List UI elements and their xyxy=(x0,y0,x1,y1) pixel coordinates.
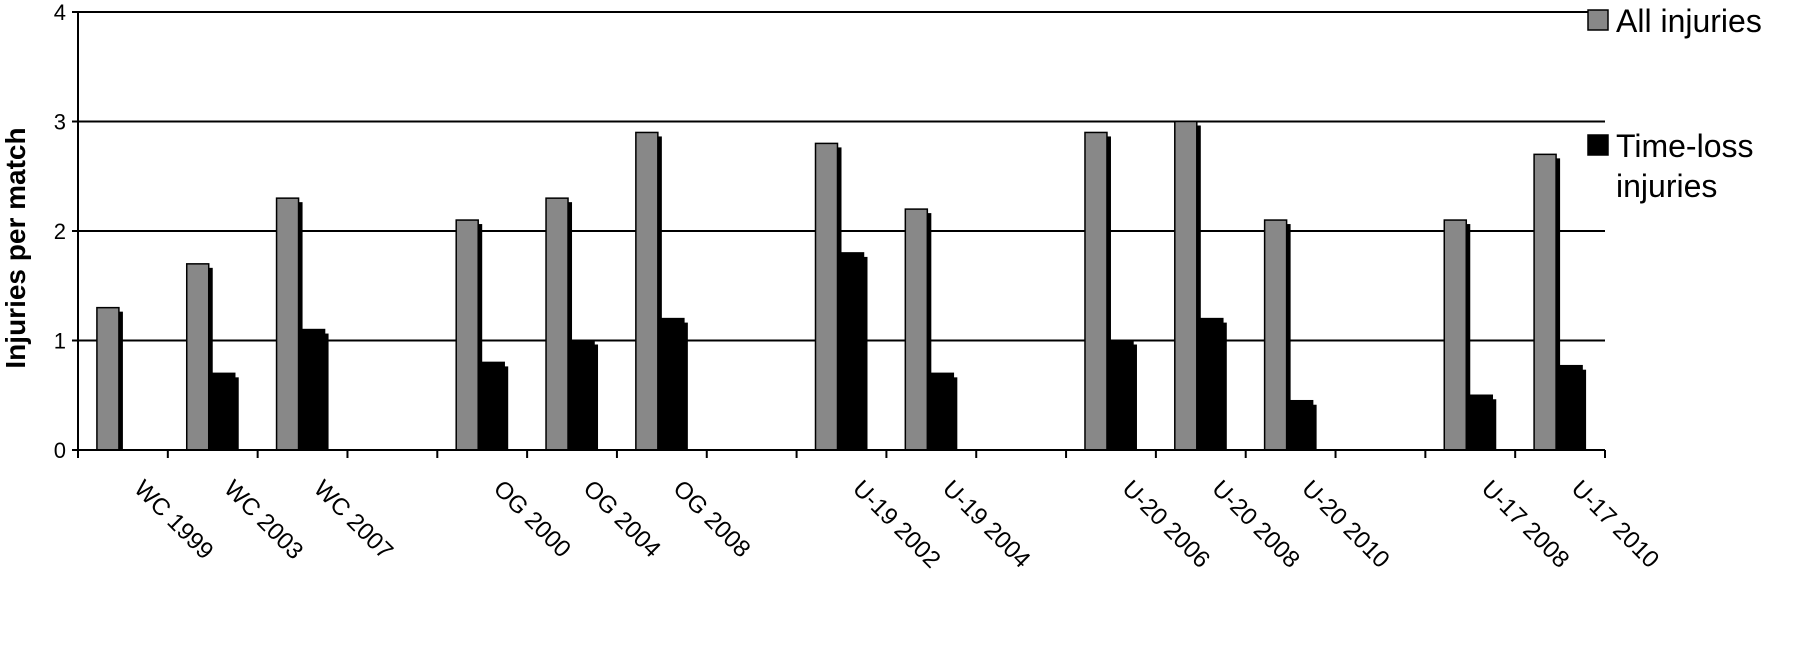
bar-shadow xyxy=(927,213,932,450)
bar-all-injuries xyxy=(1533,153,1557,451)
x-tick-label: WC 2007 xyxy=(308,475,398,565)
bar-all-injuries xyxy=(1084,131,1108,451)
y-tick-label: 0 xyxy=(54,438,66,463)
bar-shadow xyxy=(478,224,483,450)
bar-all-injuries xyxy=(814,142,839,451)
bar-time-loss-injuries xyxy=(211,372,236,451)
bar-shadow xyxy=(118,311,123,450)
bar-shadow xyxy=(657,136,662,450)
bar-all-injuries xyxy=(1443,219,1468,451)
y-tick-labels: 0 1 2 3 4 xyxy=(54,0,78,463)
y-tick-label: 4 xyxy=(54,0,66,25)
bar-all-injuries xyxy=(1263,219,1288,451)
bar-shadow xyxy=(594,344,599,450)
bar-shadow xyxy=(1286,224,1291,450)
bar-all-injuries xyxy=(185,263,210,451)
bar-shadow xyxy=(504,366,509,450)
bar-shadow xyxy=(1582,369,1587,450)
y-tick-label: 3 xyxy=(54,110,66,135)
bar-time-loss-injuries xyxy=(661,317,685,451)
bar-shadow xyxy=(1492,399,1497,450)
bar-shadow xyxy=(234,377,239,450)
bar-shadow xyxy=(1466,224,1471,450)
x-tick-label: U-20 2008 xyxy=(1207,475,1305,573)
bar-all-injuries xyxy=(635,131,659,451)
bar-shadow xyxy=(208,267,213,450)
bar-time-loss-injuries xyxy=(930,372,955,451)
bars xyxy=(96,120,1587,451)
bar-shadow xyxy=(1556,158,1561,450)
x-tick-label: U-19 2004 xyxy=(937,475,1035,573)
bar-all-injuries xyxy=(1174,120,1198,451)
bar-shadow xyxy=(1132,344,1137,450)
legend: All injuries Time-loss injuries xyxy=(1587,3,1762,204)
bar-shadow xyxy=(298,202,303,450)
x-tick-label: U-17 2010 xyxy=(1566,475,1664,573)
x-tick-label: U-17 2008 xyxy=(1476,475,1574,573)
x-tick-label: OG 2008 xyxy=(668,475,756,563)
x-tick-label: WC 1999 xyxy=(129,475,219,565)
bar-shadow xyxy=(837,147,842,450)
bar-shadow xyxy=(1312,404,1317,450)
bar-shadow xyxy=(863,256,868,450)
bar-time-loss-injuries xyxy=(840,252,865,451)
bar-all-injuries xyxy=(455,219,479,451)
bar-shadow xyxy=(953,377,958,450)
bar-shadow xyxy=(1196,125,1201,450)
x-tick-label: U-20 2006 xyxy=(1117,475,1215,573)
bar-shadow xyxy=(1222,322,1227,450)
y-axis-label: Injuries per match xyxy=(0,127,31,368)
bar-time-loss-injuries xyxy=(1289,399,1314,451)
x-tick-label: OG 2000 xyxy=(488,475,576,563)
y-tick-label: 2 xyxy=(54,219,66,244)
x-tick-label: WC 2003 xyxy=(218,475,308,565)
bar-all-injuries xyxy=(275,197,300,451)
bar-time-loss-injuries xyxy=(1110,339,1134,451)
bar-time-loss-injuries xyxy=(571,339,595,451)
legend-swatch xyxy=(1587,9,1609,31)
bar-all-injuries xyxy=(545,197,569,451)
x-tick-label: U-19 2002 xyxy=(847,475,945,573)
bar-time-loss-injuries xyxy=(481,361,505,451)
bar-time-loss-injuries xyxy=(301,328,326,451)
legend-label: Time-loss xyxy=(1616,128,1753,164)
bar-shadow xyxy=(324,333,329,450)
x-tick-label: U-20 2010 xyxy=(1296,475,1394,573)
y-tick-label: 1 xyxy=(54,329,66,354)
x-tick-label: OG 2004 xyxy=(578,475,666,563)
bar-shadow xyxy=(568,202,573,450)
legend-label: All injuries xyxy=(1616,3,1762,39)
x-tick-labels: WC 1999 WC 2003 WC 2007 OG 2000 OG 2004 OG 20… xyxy=(129,475,1665,573)
legend-label: injuries xyxy=(1616,168,1717,204)
bar-time-loss-injuries xyxy=(1559,364,1583,451)
bar-time-loss-injuries xyxy=(1469,394,1494,451)
bar-all-injuries xyxy=(96,306,120,451)
legend-swatch xyxy=(1587,134,1609,156)
bar-shadow xyxy=(1106,136,1111,450)
bar-all-injuries xyxy=(904,208,929,451)
bar-time-loss-injuries xyxy=(1200,317,1224,451)
bar-shadow xyxy=(683,322,688,450)
